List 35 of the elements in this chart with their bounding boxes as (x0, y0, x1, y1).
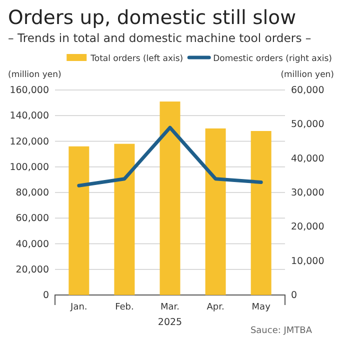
x-axis-title: 2025 (158, 317, 182, 328)
y-axis-title: (million yen) (8, 70, 62, 80)
bar (114, 144, 135, 295)
y-tick-label: 140,000 (10, 110, 49, 122)
y2-tick-label: 50,000 (291, 119, 324, 130)
legend-label: Domestic orders (right axis) (213, 54, 332, 64)
bar (250, 131, 272, 295)
y2-tick-label: 10,000 (291, 256, 324, 267)
legend-label: Total orders (left axis) (90, 54, 184, 64)
y2-tick-label: 40,000 (291, 153, 324, 164)
chart-title: Orders up, domestic still slow (8, 6, 296, 29)
chart-subtitle: – Trends in total and domestic machine tool orders – (8, 31, 312, 45)
y-tick-label: 40,000 (16, 238, 49, 250)
y-tick-label: 60,000 (16, 213, 49, 224)
x-tick-label: Feb. (115, 302, 134, 312)
y-tick-label: 20,000 (16, 264, 49, 276)
y-tick-label: 100,000 (10, 162, 49, 173)
y2-tick-label: 0 (291, 290, 298, 302)
bar (68, 146, 90, 295)
x-tick-label: Apr. (206, 302, 224, 312)
y2-axis-title: (million yen) (280, 70, 334, 80)
x-tick-label: May (252, 302, 272, 312)
line-series (77, 126, 263, 188)
y-tick-label: 160,000 (10, 85, 49, 96)
text: Sauce: JMTBA (250, 326, 313, 336)
y-tick-label: 0 (42, 290, 49, 302)
x-tick-label: Jan. (70, 302, 88, 312)
x-tick-label: Mar. (160, 302, 180, 312)
y2-tick-label: 30,000 (291, 188, 324, 199)
bar (205, 128, 226, 295)
bar (160, 102, 180, 295)
y-tick-label: 120,000 (10, 136, 49, 148)
y2-tick-label: 20,000 (291, 222, 324, 233)
y-tick-label: 80,000 (16, 188, 49, 199)
y2-tick-label: 60,000 (291, 85, 324, 96)
